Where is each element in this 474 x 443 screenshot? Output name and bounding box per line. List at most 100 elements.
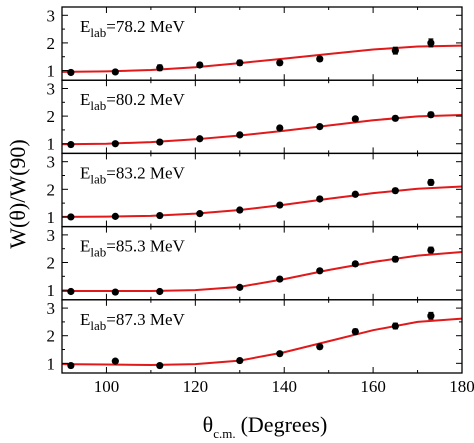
panel-label-subscript: lab: [90, 25, 106, 40]
y-tick-label: 3: [47, 6, 56, 25]
data-point: [236, 356, 244, 365]
data-point: [276, 201, 284, 209]
fit-curve: [61, 44, 463, 73]
data-point: [391, 322, 399, 330]
data-point: [196, 135, 204, 143]
data-point: [276, 59, 284, 67]
data-point: [391, 187, 399, 195]
data-point: [351, 260, 359, 268]
data-point: [316, 195, 324, 203]
panel-label-value: =83.2 MeV: [106, 163, 185, 182]
data-point: [111, 140, 119, 148]
x-axis-title-unit: (Degrees): [241, 412, 328, 437]
y-tick-label: 1: [47, 208, 56, 227]
panel-5: 1 2 3 Elab=87.3 MeV: [47, 299, 463, 374]
data-point: [316, 343, 324, 351]
y-tick-label: 2: [47, 327, 56, 346]
panel-label-subscript: lab: [90, 318, 106, 333]
panel-label-subscript: lab: [90, 98, 106, 113]
data-point: [67, 140, 75, 149]
y-tick-label: 1: [47, 135, 56, 154]
panel-label-prefix: E: [80, 163, 90, 182]
panel-label-value: =87.3 MeV: [106, 310, 185, 329]
data-point: [316, 55, 324, 63]
fit-curve: [61, 185, 463, 218]
data-point: [156, 361, 164, 370]
x-tick-label: 160: [360, 377, 386, 396]
data-point: [427, 246, 435, 254]
x-tick-label: 120: [183, 377, 209, 396]
panel-label-prefix: E: [80, 90, 90, 109]
panel-label-subscript: lab: [90, 171, 106, 186]
data-point: [196, 210, 204, 218]
data-point: [351, 115, 359, 123]
data-point: [67, 287, 75, 296]
data-point: [156, 287, 164, 296]
data-point: [67, 361, 75, 370]
data-point: [156, 211, 164, 220]
panel-label-prefix: E: [80, 310, 90, 329]
y-tick-label: 1: [47, 354, 56, 373]
y-tick-label: 1: [47, 62, 56, 81]
data-point: [427, 111, 435, 119]
data-point: [67, 213, 75, 221]
data-point: [316, 123, 324, 131]
data-point: [276, 350, 284, 358]
data-point: [236, 131, 244, 139]
data-point: [236, 283, 244, 291]
panel-1: 1 2 3 Elab=78.2 MeV: [47, 6, 463, 81]
y-tick-label: 2: [47, 107, 56, 126]
data-point: [196, 61, 204, 69]
data-point: [391, 255, 399, 263]
panel-energy-label: Elab=78.2 MeV: [80, 17, 186, 40]
data-point: [351, 327, 359, 336]
panel-label-value: =78.2 MeV: [106, 17, 185, 36]
data-point: [427, 178, 435, 187]
data-point: [236, 59, 244, 67]
data-point: [391, 47, 399, 55]
y-tick-label: 3: [47, 79, 56, 98]
data-point: [156, 64, 164, 72]
panel-label-value: =80.2 MeV: [106, 90, 185, 109]
data-point: [236, 206, 244, 214]
panel-2: 1 2 3 Elab=80.2 MeV: [47, 79, 463, 155]
fit-curve: [62, 251, 463, 292]
y-tick-label: 3: [47, 153, 56, 172]
y-tick-label: 3: [47, 226, 56, 245]
x-tick-label: 100: [94, 377, 120, 396]
panel-energy-label: Elab=83.2 MeV: [80, 163, 186, 186]
panel-energy-label: Elab=87.3 MeV: [80, 310, 186, 333]
panel-4: 1 2 3 Elab=85.3 MeV: [47, 226, 463, 301]
panel-energy-label: Elab=80.2 MeV: [80, 90, 186, 113]
x-axis-title-subscript: c.m.: [213, 426, 235, 441]
x-tick-label: 180: [449, 377, 474, 396]
data-point: [391, 114, 399, 122]
y-tick-label: 2: [47, 180, 56, 199]
x-axis: 100 120 140 160 180: [94, 377, 474, 396]
x-axis-title-symbol: θ: [203, 412, 214, 437]
data-point: [111, 212, 119, 220]
data-point: [351, 190, 359, 198]
data-point: [111, 288, 119, 296]
data-point: [111, 68, 119, 76]
data-point: [276, 275, 284, 283]
data-point: [276, 124, 284, 132]
y-tick-label: 3: [47, 299, 56, 318]
data-point: [316, 267, 324, 275]
panel-label-prefix: E: [80, 237, 90, 256]
y-tick-label: 2: [47, 34, 56, 53]
panel-label-prefix: E: [80, 17, 90, 36]
x-axis-title: θc.m. (Degrees): [203, 412, 328, 441]
panel-frame: [61, 299, 463, 374]
y-tick-label: 2: [47, 254, 56, 273]
x-tick-label: 140: [271, 377, 297, 396]
data-point: [427, 39, 435, 47]
data-point: [156, 138, 164, 146]
data-point: [427, 312, 435, 320]
y-tick-label: 1: [47, 281, 56, 300]
panel-label-value: =85.3 MeV: [106, 237, 185, 256]
fit-curve: [61, 114, 463, 146]
panel-energy-label: Elab=85.3 MeV: [80, 237, 186, 260]
